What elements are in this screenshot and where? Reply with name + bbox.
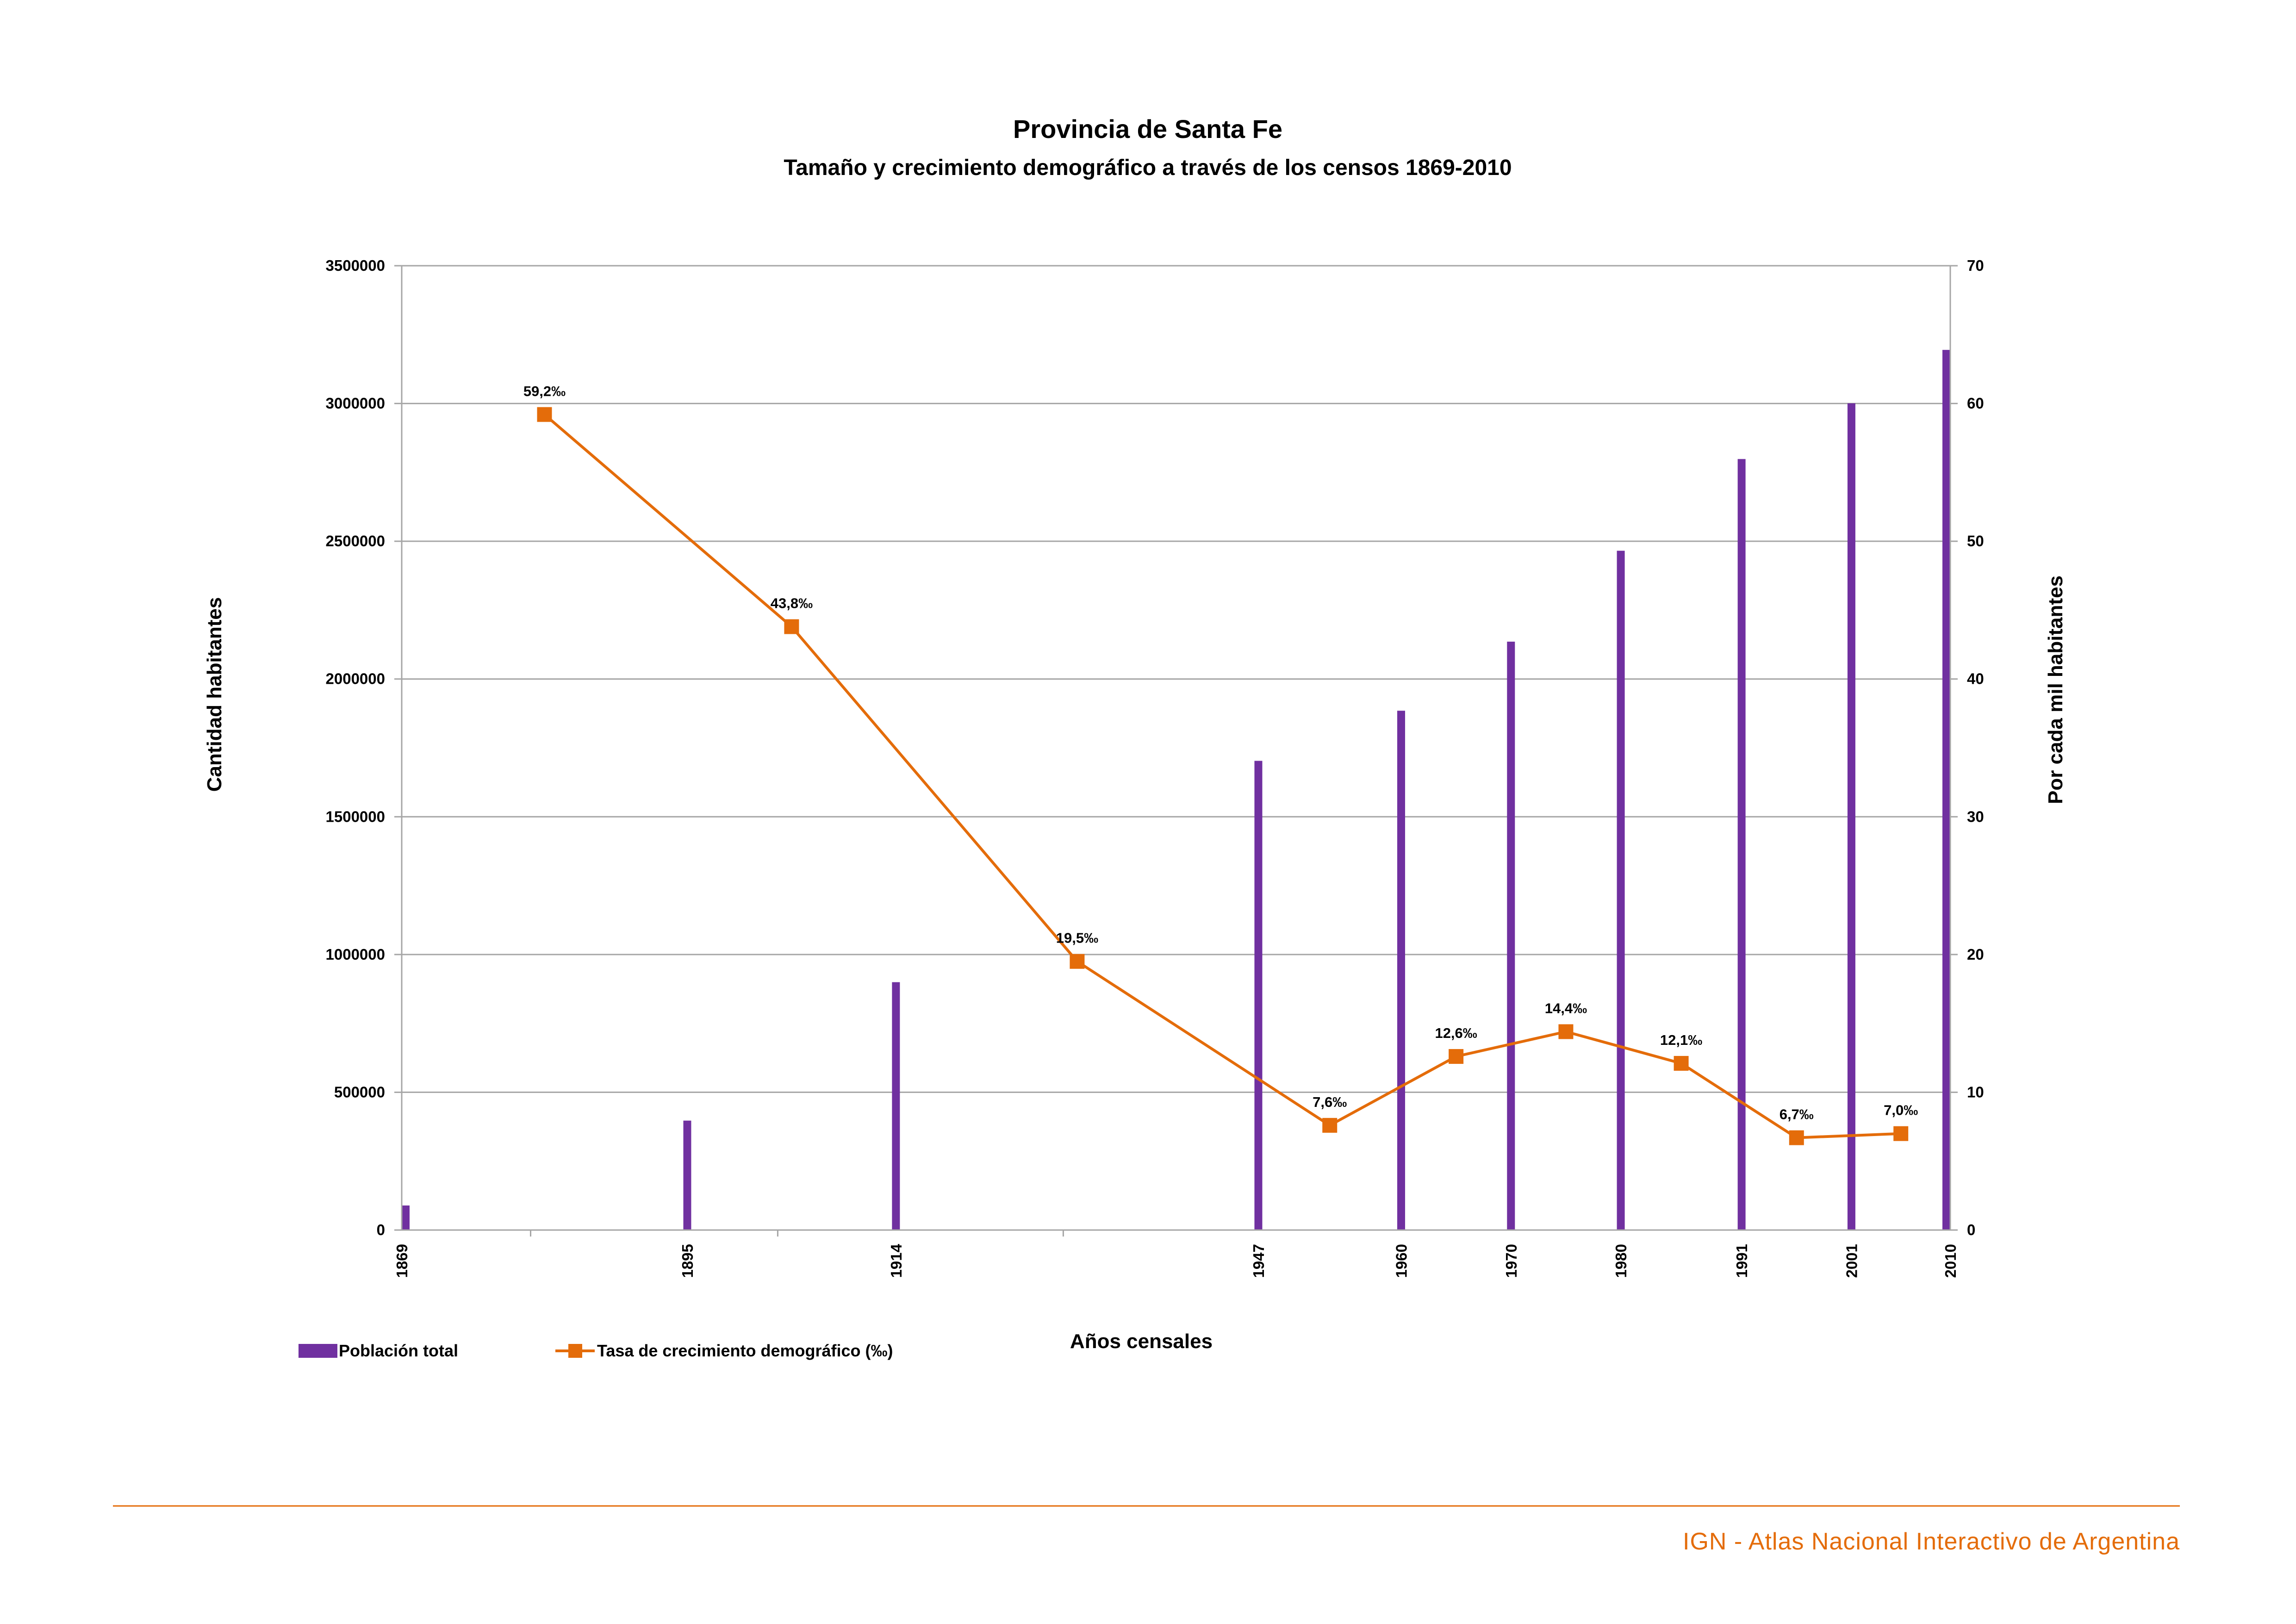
line-series bbox=[537, 407, 1909, 1145]
axes: 0 500000 1000000 1500000 2000000 2500000 30000… bbox=[326, 257, 1984, 1278]
data-label: 43,8‰ bbox=[771, 595, 813, 612]
y-tick-label: 2000000 bbox=[326, 670, 385, 687]
x-tick-label: 1947 bbox=[1250, 1244, 1267, 1278]
growth-rate-line bbox=[543, 413, 1901, 1139]
chart-subtitle: Tamaño y crecimiento demográfico a travé… bbox=[784, 156, 1512, 180]
line-marker bbox=[1070, 954, 1085, 969]
bar bbox=[1847, 403, 1855, 1230]
y2-tick-label: 60 bbox=[1967, 395, 1984, 412]
bar bbox=[1617, 550, 1625, 1230]
y-axis-title: Cantidad habitantes bbox=[203, 597, 226, 792]
legend-label-bars: Población total bbox=[339, 1341, 458, 1360]
y2-tick-label: 30 bbox=[1967, 808, 1984, 825]
legend-label-line: Tasa de crecimiento demográfico (‰) bbox=[597, 1341, 893, 1360]
y-tick-label: 1500000 bbox=[326, 808, 385, 825]
y2-axis-title: Por cada mil habitantes bbox=[2044, 575, 2067, 804]
x-tick-label: 1869 bbox=[393, 1244, 411, 1278]
data-label: 7,0‰ bbox=[1884, 1102, 1918, 1118]
data-label: 12,6‰ bbox=[1435, 1025, 1477, 1041]
x-tick-label: 2010 bbox=[1942, 1244, 1959, 1278]
data-label: 6,7‰ bbox=[1780, 1106, 1814, 1123]
bar bbox=[1507, 642, 1515, 1230]
y-tick-label: 3500000 bbox=[326, 257, 385, 274]
y2-tick-label: 10 bbox=[1967, 1083, 1984, 1100]
x-tick-label: 2001 bbox=[1843, 1244, 1860, 1278]
line-marker bbox=[784, 619, 799, 634]
data-labels: 59,2‰ 43,8‰ 19,5‰ 7,6‰ 12,6‰ 14,4‰ 12,1‰ 6,7‰ 7,… bbox=[523, 383, 1918, 1122]
x-tick-label: 1895 bbox=[679, 1244, 696, 1278]
bar bbox=[892, 982, 900, 1230]
bar bbox=[402, 1205, 410, 1230]
y-tick-label: 0 bbox=[377, 1221, 385, 1238]
line-marker bbox=[1322, 1118, 1338, 1133]
gridlines bbox=[402, 265, 1950, 1093]
bar-series bbox=[402, 350, 1950, 1230]
y-tick-label: 2500000 bbox=[326, 532, 385, 550]
data-label: 19,5‰ bbox=[1056, 930, 1098, 946]
data-label: 59,2‰ bbox=[523, 383, 566, 399]
x-tick-label: 1991 bbox=[1733, 1244, 1750, 1278]
x-tick-label: 1914 bbox=[888, 1243, 905, 1278]
y2-tick-label: 20 bbox=[1967, 946, 1984, 963]
x-tick-label: 1970 bbox=[1503, 1244, 1520, 1278]
line-marker bbox=[1674, 1056, 1689, 1071]
line-marker bbox=[537, 407, 552, 422]
y-tick-label: 500000 bbox=[334, 1083, 385, 1100]
x-tick-label: 1980 bbox=[1612, 1244, 1630, 1278]
legend-swatch-bars bbox=[299, 1344, 337, 1358]
data-label: 14,4‰ bbox=[1545, 1000, 1587, 1016]
y-tick-label: 1000000 bbox=[326, 946, 385, 963]
chart-title: Provincia de Santa Fe bbox=[1013, 114, 1282, 144]
bar bbox=[1737, 459, 1746, 1230]
legend: Población total Tasa de crecimiento demo… bbox=[299, 1341, 893, 1360]
x-tick-label: 1960 bbox=[1393, 1244, 1410, 1278]
y-tick-label: 3000000 bbox=[326, 395, 385, 412]
data-label: 7,6‰ bbox=[1313, 1094, 1347, 1110]
line-marker bbox=[1558, 1024, 1574, 1039]
legend-marker-line bbox=[568, 1344, 582, 1358]
line-marker bbox=[1893, 1126, 1909, 1141]
y2-tick-label: 70 bbox=[1967, 257, 1984, 274]
bar bbox=[1254, 761, 1263, 1230]
y2-tick-label: 50 bbox=[1967, 532, 1984, 550]
y2-tick-label: 40 bbox=[1967, 670, 1984, 687]
x-axis-title: Años censales bbox=[1070, 1330, 1213, 1353]
line-marker bbox=[1789, 1130, 1804, 1145]
bar bbox=[1397, 711, 1405, 1230]
line-marker bbox=[1449, 1049, 1464, 1064]
y2-tick-label: 0 bbox=[1967, 1221, 1975, 1238]
footer-text: IGN - Atlas Nacional Interactivo de Arge… bbox=[1683, 1528, 2180, 1555]
bar bbox=[1942, 350, 1950, 1230]
data-label: 12,1‰ bbox=[1660, 1032, 1702, 1048]
bar bbox=[683, 1120, 691, 1230]
